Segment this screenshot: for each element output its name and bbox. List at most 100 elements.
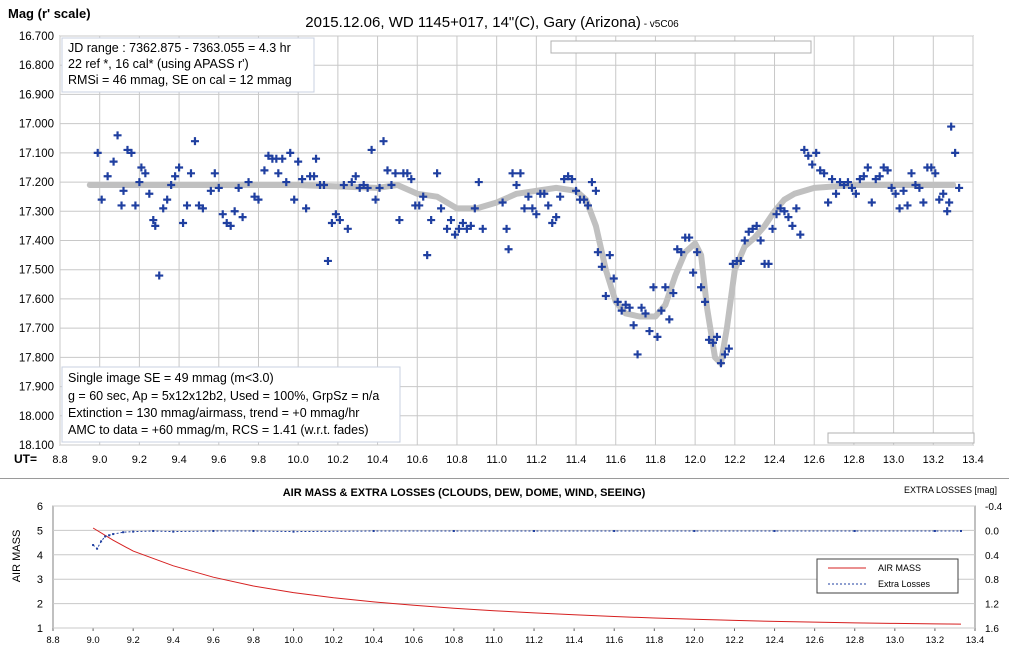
data-point xyxy=(234,183,243,192)
data-point xyxy=(415,201,424,210)
x-tick-label: 12.2 xyxy=(725,635,744,646)
data-point xyxy=(423,251,432,260)
data-point xyxy=(800,145,809,154)
data-point xyxy=(899,186,908,195)
data-point xyxy=(190,137,199,146)
data-point xyxy=(820,169,829,178)
data-point xyxy=(167,180,176,189)
extra-losses-point xyxy=(372,530,375,533)
data-point xyxy=(548,218,557,227)
data-point xyxy=(443,224,452,233)
data-point xyxy=(609,274,618,283)
x-tick-label: 9.8 xyxy=(251,454,266,466)
x-tick-label: 11.4 xyxy=(565,635,583,646)
data-point xyxy=(804,151,813,160)
data-point xyxy=(955,183,964,192)
data-point xyxy=(792,204,801,213)
data-point xyxy=(649,283,658,292)
data-point xyxy=(218,210,227,219)
data-point xyxy=(391,169,400,178)
x-tick-label: 10.0 xyxy=(284,635,303,646)
extra-losses-point xyxy=(959,530,962,533)
data-point xyxy=(867,198,876,207)
data-point xyxy=(347,178,356,187)
data-point xyxy=(935,195,944,204)
data-point xyxy=(740,236,749,245)
y-tick-label: 17.200 xyxy=(19,177,54,189)
data-point xyxy=(828,175,837,184)
x-tick-label: 10.4 xyxy=(367,454,388,466)
y-tick-label: 17.000 xyxy=(19,119,54,131)
y-axis-label: Mag (r' scale) xyxy=(8,6,91,21)
info-line: Extinction = 130 mmag/airmass, trend = +… xyxy=(68,406,359,420)
data-point xyxy=(601,292,610,301)
y2-tick-label: 1.6 xyxy=(985,624,999,635)
y2-tick-label: 1.2 xyxy=(985,600,999,611)
data-point xyxy=(832,189,841,198)
data-point xyxy=(238,213,247,222)
x-tick-label: 12.6 xyxy=(804,454,825,466)
data-point xyxy=(395,216,404,225)
data-point xyxy=(379,137,388,146)
data-point xyxy=(887,183,896,192)
data-point xyxy=(613,297,622,306)
data-point xyxy=(605,251,614,260)
data-point xyxy=(685,233,694,242)
data-point xyxy=(808,160,817,169)
data-point xyxy=(812,148,821,157)
info-box-bottom: Single image SE = 49 mmag (m<3.0) g = 60… xyxy=(61,366,401,443)
data-point xyxy=(109,157,118,166)
info-line: JD range : 7362.875 - 7363.055 = 4.3 hr xyxy=(68,41,291,55)
data-point xyxy=(629,321,638,330)
data-point xyxy=(544,201,553,210)
extra-losses-point xyxy=(96,547,99,550)
legend-box-empty-top xyxy=(550,40,812,54)
chart-title-suffix: - v5C06 xyxy=(641,19,679,30)
data-point xyxy=(474,178,483,187)
airmass-legend: AIR MASS Extra Losses xyxy=(816,558,959,594)
data-point xyxy=(403,169,412,178)
x-tick-label: 10.8 xyxy=(445,635,464,646)
x-tick-label: 13.4 xyxy=(962,454,983,466)
extra-losses-point xyxy=(613,530,616,533)
x-tick-label: 12.8 xyxy=(843,454,864,466)
x-tick-label: 8.8 xyxy=(46,635,59,646)
x-tick-label: 12.4 xyxy=(764,454,785,466)
data-point xyxy=(450,230,459,239)
airmass-plot-area xyxy=(52,505,976,629)
data-point xyxy=(716,359,725,368)
data-point xyxy=(335,216,344,225)
data-point xyxy=(843,178,852,187)
x-tick-label: 9.4 xyxy=(171,454,186,466)
data-point xyxy=(657,306,666,315)
data-point xyxy=(119,186,128,195)
data-point xyxy=(633,350,642,359)
data-point xyxy=(637,303,646,312)
data-point xyxy=(294,157,303,166)
x-tick-label: 13.2 xyxy=(923,454,944,466)
light-curve-chart: 2015.12.06, WD 1145+017, 14"(C), Gary (A… xyxy=(8,6,984,466)
extra-losses-point xyxy=(252,530,255,533)
data-point xyxy=(171,172,180,181)
data-point xyxy=(278,154,287,163)
info-line: 22 ref *, 16 cal* (using APASS r') xyxy=(68,57,249,71)
y-tick-label: 16.900 xyxy=(19,89,54,101)
x-tick-label: 13.0 xyxy=(886,635,905,646)
x-tick-label: 12.0 xyxy=(685,635,704,646)
extra-losses-point xyxy=(853,530,856,533)
extra-losses-point xyxy=(212,530,215,533)
data-point xyxy=(310,172,319,181)
extra-losses-point xyxy=(112,533,115,536)
data-point xyxy=(117,201,126,210)
data-point xyxy=(653,332,662,341)
data-point xyxy=(427,216,436,225)
data-point xyxy=(712,332,721,341)
data-point xyxy=(528,204,537,213)
data-point xyxy=(282,178,291,187)
x-tick-label: 9.4 xyxy=(167,635,180,646)
model-curve xyxy=(86,182,957,367)
data-point xyxy=(319,180,328,189)
data-point xyxy=(302,204,311,213)
data-point xyxy=(470,204,479,213)
y-tick-label: 17.900 xyxy=(19,382,54,394)
